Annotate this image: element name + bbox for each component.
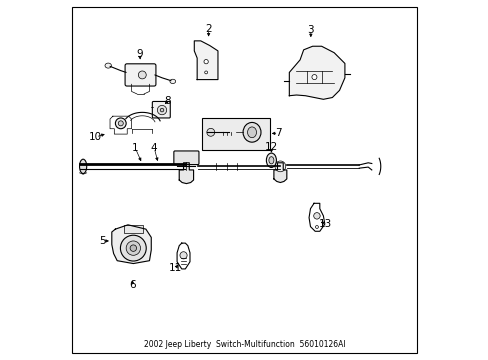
Bar bbox=[124, 225, 142, 233]
Bar bbox=[202, 118, 269, 149]
Ellipse shape bbox=[126, 241, 140, 255]
Ellipse shape bbox=[180, 252, 187, 259]
FancyBboxPatch shape bbox=[125, 64, 156, 86]
Ellipse shape bbox=[204, 71, 207, 74]
FancyBboxPatch shape bbox=[152, 102, 170, 118]
Text: 2: 2 bbox=[205, 24, 211, 35]
Text: 11: 11 bbox=[169, 263, 182, 273]
Text: 6: 6 bbox=[129, 280, 136, 290]
Text: 1: 1 bbox=[132, 143, 138, 153]
Text: 2002 Jeep Liberty  Switch-Multifunction  56010126AI: 2002 Jeep Liberty Switch-Multifunction 5… bbox=[143, 341, 345, 350]
Ellipse shape bbox=[268, 157, 273, 164]
Ellipse shape bbox=[80, 159, 86, 174]
Ellipse shape bbox=[243, 122, 261, 142]
Ellipse shape bbox=[118, 121, 123, 126]
Polygon shape bbox=[289, 46, 344, 99]
Text: 13: 13 bbox=[318, 219, 331, 229]
Ellipse shape bbox=[206, 129, 214, 136]
Text: 3: 3 bbox=[307, 25, 313, 35]
Text: 5: 5 bbox=[100, 236, 106, 246]
Ellipse shape bbox=[169, 79, 175, 84]
Ellipse shape bbox=[130, 245, 136, 251]
Ellipse shape bbox=[315, 226, 318, 228]
Polygon shape bbox=[194, 41, 218, 80]
Ellipse shape bbox=[203, 59, 208, 64]
Ellipse shape bbox=[120, 235, 146, 261]
Ellipse shape bbox=[311, 75, 316, 80]
Text: 7: 7 bbox=[275, 129, 281, 138]
Text: 4: 4 bbox=[150, 143, 157, 153]
Ellipse shape bbox=[247, 127, 256, 138]
Polygon shape bbox=[179, 163, 193, 184]
Ellipse shape bbox=[313, 213, 320, 219]
Ellipse shape bbox=[138, 71, 146, 79]
Ellipse shape bbox=[266, 153, 276, 167]
FancyBboxPatch shape bbox=[174, 151, 199, 165]
Polygon shape bbox=[273, 163, 286, 183]
Text: 9: 9 bbox=[136, 49, 143, 59]
Text: 12: 12 bbox=[264, 142, 278, 152]
Text: 10: 10 bbox=[89, 132, 102, 142]
Ellipse shape bbox=[160, 108, 163, 112]
Text: 8: 8 bbox=[164, 96, 170, 106]
Polygon shape bbox=[112, 225, 151, 264]
Ellipse shape bbox=[274, 161, 285, 172]
Ellipse shape bbox=[105, 63, 111, 68]
Ellipse shape bbox=[157, 105, 166, 115]
Ellipse shape bbox=[115, 118, 126, 129]
